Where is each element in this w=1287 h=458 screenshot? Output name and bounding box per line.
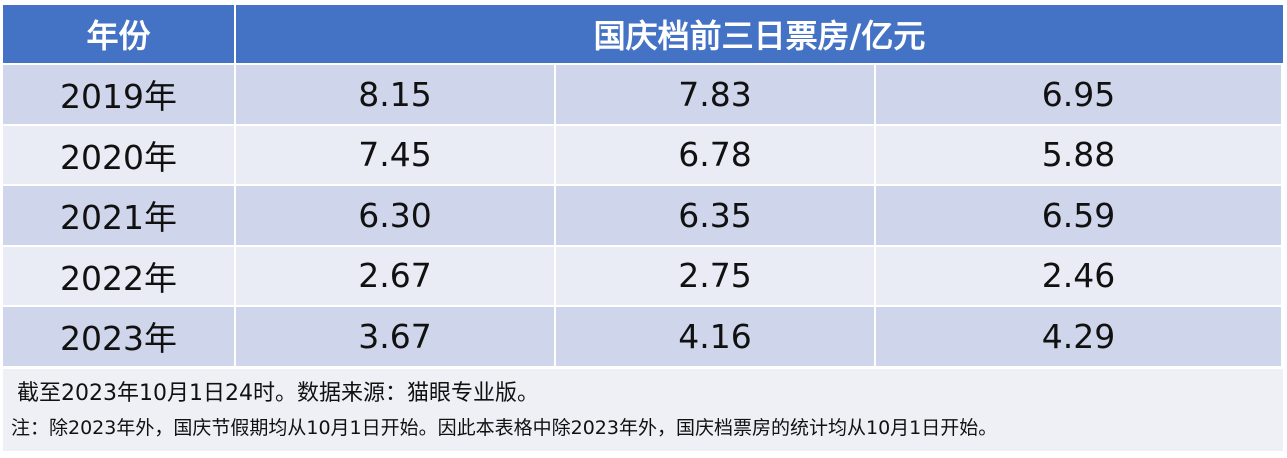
value-cell: 2.75	[556, 246, 874, 305]
note: 注：除2023年外，国庆节假期均从10月1日开始。因此本表格中除2023年外，国…	[11, 417, 998, 439]
value-cell: 7.45	[236, 125, 554, 184]
notes: 截至2023年10月1日24时。数据来源：猫眼专业版。 注：除2023年外，国庆…	[3, 369, 1283, 451]
value-cell: 7.83	[556, 65, 874, 124]
note: 截至2023年10月1日24时。数据来源：猫眼专业版。	[17, 381, 539, 406]
header-cell: 年份	[3, 5, 234, 63]
year-cell: 2019年	[3, 65, 234, 124]
value-cell: 5.88	[876, 125, 1281, 184]
value-cell: 3.67	[236, 307, 554, 366]
header-cell: 国庆档前三日票房/亿元	[236, 5, 1283, 63]
value-cell: 4.16	[556, 307, 874, 366]
value-cell: 6.78	[556, 125, 874, 184]
year-cell: 2022年	[3, 246, 234, 305]
value-cell: 2.67	[236, 246, 554, 305]
value-cell: 2.46	[876, 246, 1281, 305]
value-cell: 6.59	[876, 186, 1281, 245]
value-cell: 6.30	[236, 186, 554, 245]
year-cell: 2021年	[3, 186, 234, 245]
value-cell: 4.29	[876, 307, 1281, 366]
year-cell: 2020年	[3, 125, 234, 184]
value-cell: 6.35	[556, 186, 874, 245]
value-cell: 8.15	[236, 65, 554, 124]
value-cell: 6.95	[876, 65, 1281, 124]
year-cell: 2023年	[3, 307, 234, 366]
